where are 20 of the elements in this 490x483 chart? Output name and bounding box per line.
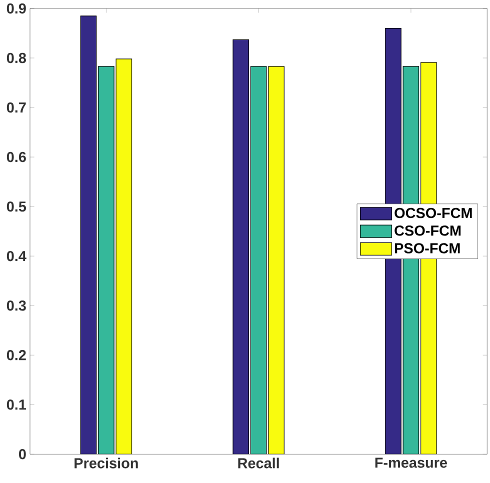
y-tick-label: 0.9 — [6, 3, 26, 14]
y-tick-label: 0 — [18, 449, 26, 460]
x-tick-label: Recall — [238, 458, 279, 468]
x-tick-label: F-measure — [375, 458, 448, 468]
y-tick-label: 0.8 — [6, 52, 26, 64]
y-tick-label: 0.4 — [6, 251, 26, 262]
bar — [232, 39, 250, 454]
bar — [116, 58, 132, 454]
y-tick-label: 0.1 — [6, 400, 26, 410]
legend-label: PSO-FCM — [395, 243, 460, 254]
bar — [268, 66, 284, 454]
y-tick-label: 0.3 — [6, 300, 26, 311]
y-tick-label: 0.2 — [6, 350, 26, 360]
legend-label: CSO-FCM — [394, 226, 461, 236]
y-tick-label: 0.6 — [6, 152, 26, 162]
bar — [80, 16, 97, 454]
x-tick-label: Precision — [74, 458, 138, 468]
legend-label: OCSO-FCM — [394, 208, 472, 218]
y-tick-label: 0.5 — [6, 202, 26, 212]
y-tick-label: 0.7 — [6, 102, 26, 113]
